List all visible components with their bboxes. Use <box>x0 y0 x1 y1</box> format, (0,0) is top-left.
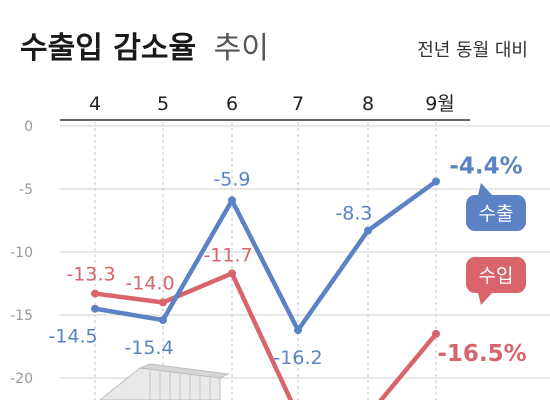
series-0-label-1: -15.4 <box>124 337 173 359</box>
series-line-1 <box>94 270 438 400</box>
series-group <box>91 177 440 400</box>
series-0-point-4 <box>364 226 372 235</box>
x-tick-label-4: 8 <box>362 93 374 115</box>
series-1-point-5 <box>432 329 440 338</box>
y-tick-label-2: -10 <box>10 245 33 261</box>
legend-label-1: 수입 <box>479 265 514 287</box>
series-0-point-1 <box>159 316 167 325</box>
x-tick-label-3: 7 <box>292 93 304 115</box>
x-axis-labels: 4 5 6 7 8 9월 <box>89 93 455 115</box>
series-line-0 <box>94 179 438 335</box>
legend-badge-0 <box>466 195 526 231</box>
series-1-point-0 <box>91 289 99 298</box>
series-0-point-5 <box>432 177 440 186</box>
series-0-point-3 <box>294 326 302 335</box>
series-0-label-5: -4.4% <box>449 153 522 179</box>
svg-text:수출입 감소율 추이: 수출입 감소율 추이 <box>20 31 269 66</box>
y-tick-label-0: 0 <box>24 119 33 135</box>
legend-label-0: 수출 <box>479 203 514 225</box>
legend-badge-tip-1 <box>478 293 492 305</box>
series-0-label-2: -5.9 <box>213 168 250 190</box>
container-illustration <box>99 363 230 400</box>
series-0-label-4: -8.3 <box>335 203 372 225</box>
x-tick-label-5: 9월 <box>425 93 455 115</box>
data-labels: -14.5 -15.4 -5.9 -16.2 -8.3 -4.4% -13.3 -14.0 -1… <box>48 153 526 369</box>
series-0-label-0: -14.5 <box>48 326 97 348</box>
series-1-label-2: -11.7 <box>203 244 252 266</box>
series-1-point-1 <box>159 298 167 307</box>
y-axis-labels: 0 -5 -10 -15 -20 <box>10 119 33 387</box>
y-tick-label-1: -5 <box>19 182 33 198</box>
chart-title-light: 추이 <box>214 31 269 66</box>
x-tick-label-2: 6 <box>226 93 238 115</box>
series-1-point-2 <box>228 269 236 278</box>
x-tick-label-0: 4 <box>89 93 101 115</box>
legend-badge-1 <box>466 257 526 293</box>
legend-badge-tip-0 <box>478 183 492 195</box>
series-0-point-0 <box>91 304 99 313</box>
y-tick-label-3: -15 <box>10 308 33 324</box>
series-1-label-0: -13.3 <box>66 264 115 286</box>
x-tick-label-1: 5 <box>157 93 169 115</box>
chart-title-bold: 수출입 감소율 <box>20 31 196 66</box>
series-1-label-5: -16.5% <box>437 341 526 367</box>
chart-subtitle: 전년 동월 대비 <box>417 40 528 61</box>
series-0-label-3: -16.2 <box>273 347 322 369</box>
series-1-label-1: -14.0 <box>125 272 174 294</box>
y-tick-label-4: -20 <box>10 371 33 387</box>
series-0-point-2 <box>228 196 236 205</box>
